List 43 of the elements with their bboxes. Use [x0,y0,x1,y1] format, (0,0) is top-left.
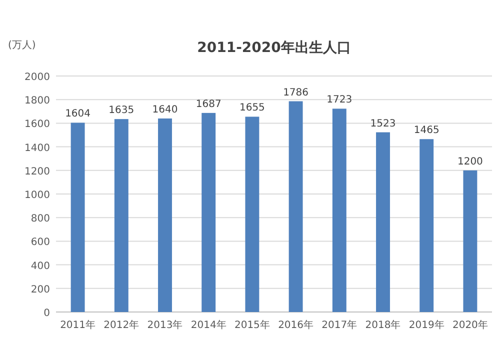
bar [463,170,478,312]
y-tick-label: 600 [30,237,50,248]
data-label: 1465 [414,125,440,136]
x-tick-label: 2016年 [278,319,314,331]
data-label: 1640 [152,104,178,116]
x-tick-label: 2015年 [234,319,270,331]
bar [245,116,260,312]
x-tick-label: 2019年 [408,319,444,331]
y-tick-label: 1600 [24,119,50,130]
y-tick-label: 400 [30,260,50,272]
x-tick-label: 2014年 [190,319,226,331]
bar [288,101,303,312]
y-tick-label: 0 [44,308,50,319]
data-label: 1635 [108,105,134,116]
y-tick-label: 200 [30,284,50,296]
bar [420,139,434,312]
data-label: 1200 [457,156,483,168]
data-label: 1655 [239,102,265,114]
x-tick-label: 2018年 [365,319,401,331]
bar [332,108,346,312]
y-tick-label: 1800 [24,96,50,107]
y-axis-title: (万人) [8,40,36,51]
data-label: 1786 [283,87,309,98]
data-label: 1723 [326,94,352,106]
data-label: 1523 [370,118,396,130]
bar [202,112,216,312]
y-tick-label: 1200 [24,166,50,178]
x-tick-label: 2017年 [322,319,358,331]
data-label: 1604 [65,108,91,120]
bar [70,122,85,312]
y-tick-label: 1000 [24,190,50,201]
bar [376,132,390,312]
bar [114,119,128,312]
data-label: 1687 [196,98,222,110]
chart-title: 2011-2020年出生人口 [197,40,351,56]
y-tick-label: 1400 [24,142,50,154]
x-tick-label: 2012年 [104,319,140,331]
x-tick-label: 2020年 [452,319,488,331]
x-tick-label: 2011年 [60,319,96,331]
y-tick-label: 800 [30,214,50,225]
y-tick-label: 2000 [24,72,50,83]
x-tick-label: 2013年 [147,319,183,331]
bar [158,118,172,312]
